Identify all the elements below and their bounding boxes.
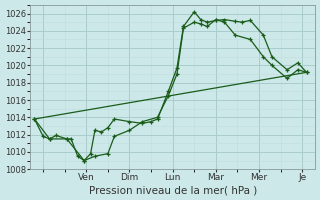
X-axis label: Pression niveau de la mer( hPa ): Pression niveau de la mer( hPa ) [89,185,257,195]
